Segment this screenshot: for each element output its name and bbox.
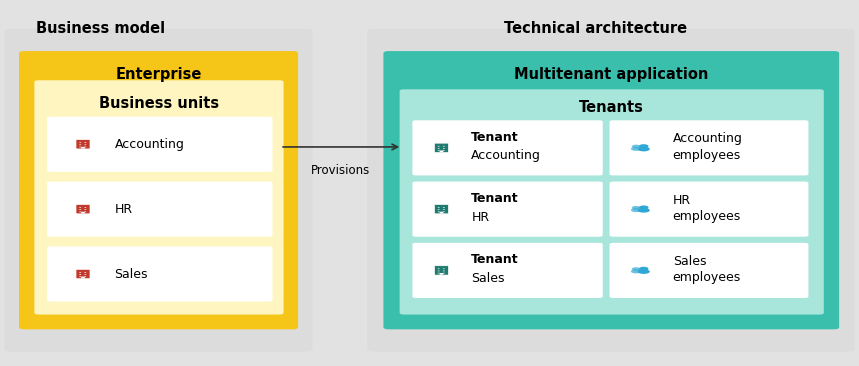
FancyBboxPatch shape: [19, 51, 298, 329]
Ellipse shape: [637, 147, 649, 152]
FancyBboxPatch shape: [76, 205, 90, 214]
FancyBboxPatch shape: [443, 148, 445, 149]
Text: Tenant: Tenant: [472, 253, 519, 266]
FancyBboxPatch shape: [610, 182, 808, 237]
FancyBboxPatch shape: [367, 29, 855, 352]
FancyBboxPatch shape: [79, 272, 81, 273]
Circle shape: [631, 145, 640, 148]
FancyBboxPatch shape: [81, 277, 85, 278]
Text: Accounting: Accounting: [472, 149, 541, 162]
Text: employees: employees: [673, 149, 741, 161]
FancyBboxPatch shape: [440, 273, 443, 275]
FancyBboxPatch shape: [84, 142, 86, 143]
Text: Multitenant application: Multitenant application: [514, 67, 709, 82]
FancyBboxPatch shape: [435, 205, 448, 214]
FancyBboxPatch shape: [438, 207, 440, 208]
FancyBboxPatch shape: [443, 270, 445, 271]
FancyBboxPatch shape: [81, 212, 85, 213]
Text: employees: employees: [673, 210, 741, 223]
Text: Technical architecture: Technical architecture: [504, 20, 687, 36]
FancyBboxPatch shape: [76, 139, 90, 149]
FancyBboxPatch shape: [438, 268, 440, 269]
FancyBboxPatch shape: [435, 143, 448, 153]
FancyBboxPatch shape: [412, 182, 603, 237]
Circle shape: [639, 205, 649, 209]
Text: HR: HR: [114, 203, 132, 216]
Text: Sales: Sales: [114, 268, 148, 280]
FancyBboxPatch shape: [435, 266, 448, 275]
FancyBboxPatch shape: [84, 276, 86, 277]
Text: Accounting: Accounting: [114, 138, 185, 151]
FancyBboxPatch shape: [438, 209, 440, 210]
Text: Provisions: Provisions: [311, 164, 370, 177]
Text: Enterprise: Enterprise: [116, 67, 202, 82]
Text: Accounting: Accounting: [673, 132, 743, 145]
FancyBboxPatch shape: [47, 117, 272, 172]
FancyBboxPatch shape: [4, 29, 313, 352]
FancyBboxPatch shape: [610, 120, 808, 175]
FancyBboxPatch shape: [438, 270, 440, 271]
Text: Business units: Business units: [99, 96, 219, 111]
FancyBboxPatch shape: [399, 89, 824, 314]
FancyBboxPatch shape: [610, 243, 808, 298]
Ellipse shape: [631, 147, 641, 151]
Text: employees: employees: [673, 271, 741, 284]
FancyBboxPatch shape: [34, 80, 283, 314]
FancyBboxPatch shape: [79, 142, 81, 143]
FancyBboxPatch shape: [84, 207, 86, 208]
FancyBboxPatch shape: [79, 276, 81, 277]
FancyBboxPatch shape: [76, 269, 90, 279]
FancyBboxPatch shape: [47, 246, 272, 302]
Text: Tenant: Tenant: [472, 192, 519, 205]
Ellipse shape: [631, 269, 641, 273]
FancyBboxPatch shape: [383, 51, 839, 329]
FancyBboxPatch shape: [440, 150, 443, 152]
Circle shape: [639, 267, 649, 271]
FancyBboxPatch shape: [438, 148, 440, 149]
FancyBboxPatch shape: [79, 209, 81, 210]
Text: HR: HR: [472, 210, 490, 224]
FancyBboxPatch shape: [79, 274, 81, 275]
Text: Sales: Sales: [472, 272, 505, 285]
Text: Sales: Sales: [673, 255, 706, 268]
FancyBboxPatch shape: [412, 243, 603, 298]
FancyBboxPatch shape: [84, 272, 86, 273]
FancyBboxPatch shape: [81, 147, 85, 149]
FancyBboxPatch shape: [440, 212, 443, 213]
Circle shape: [631, 267, 640, 271]
FancyBboxPatch shape: [79, 207, 81, 208]
FancyBboxPatch shape: [84, 274, 86, 275]
Ellipse shape: [631, 208, 641, 212]
Circle shape: [631, 206, 640, 210]
FancyBboxPatch shape: [84, 209, 86, 210]
Circle shape: [639, 144, 649, 148]
FancyBboxPatch shape: [443, 150, 445, 151]
FancyBboxPatch shape: [47, 182, 272, 237]
Ellipse shape: [637, 208, 649, 213]
FancyBboxPatch shape: [443, 209, 445, 210]
Ellipse shape: [637, 269, 649, 274]
Text: Tenant: Tenant: [472, 131, 519, 143]
FancyBboxPatch shape: [438, 150, 440, 151]
Text: Tenants: Tenants: [579, 100, 643, 115]
FancyBboxPatch shape: [443, 268, 445, 269]
Text: HR: HR: [673, 194, 691, 207]
FancyBboxPatch shape: [412, 120, 603, 175]
FancyBboxPatch shape: [443, 207, 445, 208]
Text: Business model: Business model: [36, 20, 166, 36]
